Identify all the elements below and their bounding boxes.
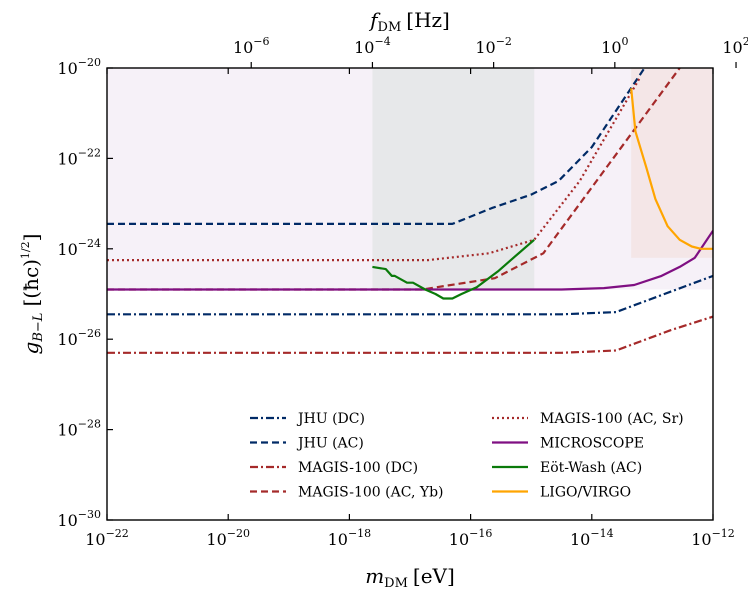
legend: JHU (DC) JHU (AC) MAGIS-100 (DC) MAGIS-100 … — [250, 411, 684, 501]
legend-label-ligo-virgo: LIGO/VIRGO — [540, 485, 631, 501]
y-axis-label-unit: [(ħc) — [19, 259, 43, 307]
region-1 — [372, 68, 535, 290]
top-axis-label: fDM [Hz] — [368, 8, 450, 35]
excluded-regions — [107, 68, 713, 290]
series-line-e-t-wash-ac — [372, 238, 535, 300]
top-axis-ticks: 10−6 10−4 10−2 100 102 — [233, 35, 748, 68]
legend-label-jhu-dc: JHU (DC) — [296, 411, 365, 427]
top-axis-label-unit: [Hz] — [406, 8, 450, 32]
x-tick-label: 10−18 — [328, 527, 372, 549]
x-axis-ticks: 10−22 10−20 10−18 10−16 10−14 10−12 — [85, 68, 735, 549]
x-tick-label: 10−16 — [449, 527, 493, 549]
y-tick-label: 10−28 — [57, 418, 101, 440]
y-axis-label-main: g — [19, 342, 43, 355]
plot-frame — [106, 67, 714, 521]
y-tick-label: 10−30 — [57, 508, 101, 530]
y-tick-label: 10−24 — [57, 237, 101, 259]
region-2 — [631, 68, 713, 258]
top-tick-label: 10−4 — [354, 35, 391, 57]
x-tick-label: 10−12 — [691, 527, 735, 549]
y-tick-label: 10−22 — [57, 146, 101, 168]
series-line-magis-100-ac-sr — [107, 76, 642, 262]
y-tick-label: 10−26 — [57, 327, 101, 349]
top-tick-label: 10−2 — [475, 35, 512, 57]
x-axis-label-sub: DM — [384, 576, 408, 591]
top-axis-label-sub: DM — [378, 20, 402, 35]
top-tick-label: 10−6 — [233, 35, 270, 57]
x-tick-label: 10−22 — [85, 527, 129, 549]
y-tick-label: 10−20 — [57, 56, 101, 78]
x-axis-label-unit: [eV] — [413, 564, 455, 588]
legend-label-magis-100-ac-yb: MAGIS-100 (AC, Yb) — [298, 485, 444, 501]
legend-label-e-t-wash-ac: Eöt-Wash (AC) — [540, 460, 642, 476]
legend-label-microscope: MICROSCOPE — [540, 436, 644, 452]
series-lines — [107, 68, 713, 354]
region-0 — [107, 68, 713, 290]
y-axis-ticks: 10−30 10−28 10−26 10−24 10−22 10−20 — [57, 56, 113, 530]
top-tick-label: 100 — [601, 35, 628, 57]
x-axis-label: mDM [eV] — [365, 564, 455, 591]
y-axis-label-close: ] — [19, 234, 43, 242]
y-axis-label-sub: B−L — [31, 313, 46, 343]
x-tick-label: 10−14 — [570, 527, 614, 549]
x-tick-label: 10−20 — [206, 527, 250, 549]
series-line-microscope — [107, 230, 713, 291]
series-line-magis-100-dc — [107, 315, 713, 354]
y-axis-label: gB−L [(ħc)1/2] — [19, 234, 46, 355]
y-axis-label-exp: 1/2 — [19, 241, 32, 259]
legend-label-magis-100-ac-sr: MAGIS-100 (AC, Sr) — [540, 411, 684, 427]
series-line-ligo-virgo — [630, 88, 713, 250]
legend-label-magis-100-dc: MAGIS-100 (DC) — [298, 460, 418, 476]
x-axis-label-main: m — [365, 564, 384, 588]
top-tick-label: 102 — [722, 35, 748, 57]
series-line-jhu-ac — [107, 68, 646, 225]
legend-label-jhu-ac: JHU (AC) — [296, 436, 364, 452]
